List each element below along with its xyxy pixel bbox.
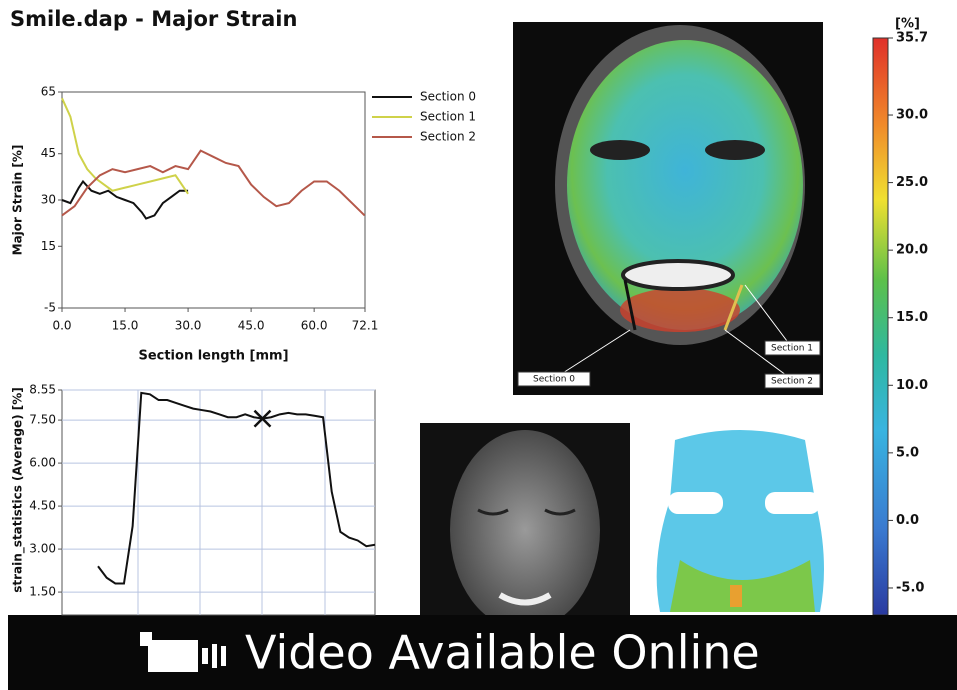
y-tick-label: 30: [41, 193, 56, 207]
colorbar-tick-label: -5.0: [896, 580, 924, 595]
x-tick-label: 60.0: [301, 319, 328, 333]
image-label: Section 0: [533, 375, 575, 385]
eye: [705, 140, 765, 160]
mouth: [623, 261, 733, 289]
colorbar-tick-label: 10.0: [896, 378, 928, 393]
banner-text: Video Available Online: [245, 626, 760, 680]
colorbar-tick-label: 15.0: [896, 310, 928, 325]
y-tick-label: 4.50: [29, 499, 56, 513]
y-tick-label: 7.50: [29, 413, 56, 427]
page-title: Smile.dap - Major Strain: [10, 7, 297, 31]
plot-area: [62, 92, 365, 308]
legend-label: Section 2: [420, 130, 476, 144]
colorbar-tick-label: 20.0: [896, 243, 928, 258]
x-axis-label: Section length [mm]: [138, 349, 288, 364]
banner-icon: [148, 640, 198, 672]
y-tick-label: 45: [41, 146, 56, 160]
x-tick-label: 30.0: [175, 319, 202, 333]
x-tick-label: 15.0: [112, 319, 139, 333]
page: Smile.dap - Major Strain Section 0 Secti…: [0, 0, 957, 690]
y-tick-label: 6.00: [29, 456, 56, 470]
colorbar-label: [%]: [895, 17, 920, 32]
colorbar-tick-label: 0.0: [896, 513, 919, 528]
mask-hole: [668, 492, 723, 514]
x-tick-label: 45.0: [238, 319, 265, 333]
x-tick-label: 72.1: [352, 319, 379, 333]
eye: [590, 140, 650, 160]
image-label: Section 2: [771, 377, 813, 387]
image-label: Section 1: [771, 344, 813, 354]
y-tick-label: 1.50: [29, 585, 56, 599]
legend-label: Section 0: [420, 90, 476, 104]
y-axis-label: Major Strain [%]: [11, 145, 25, 256]
colorbar-tick-label: 35.7: [896, 31, 928, 46]
y-tick-label: 3.00: [29, 542, 56, 556]
y-tick-label: 15: [41, 239, 56, 253]
plot-area: [62, 390, 375, 615]
y-tick-label: -5: [44, 301, 56, 315]
colorbar: [873, 38, 888, 615]
colorbar-tick-label: 5.0: [896, 445, 919, 460]
mask-hole: [765, 492, 820, 514]
legend-label: Section 1: [420, 110, 476, 124]
colorbar-tick-label: 30.0: [896, 108, 928, 123]
y-tick-label: 8.55: [29, 383, 56, 397]
x-tick-label: 0.0: [52, 319, 71, 333]
y-tick-label: 65: [41, 85, 56, 99]
mask-hot: [730, 585, 742, 607]
y-axis-label: strain_statistics (Average) [%]: [11, 387, 26, 593]
colorbar-tick-label: 25.0: [896, 175, 928, 190]
strain-hotspot: [620, 288, 740, 332]
